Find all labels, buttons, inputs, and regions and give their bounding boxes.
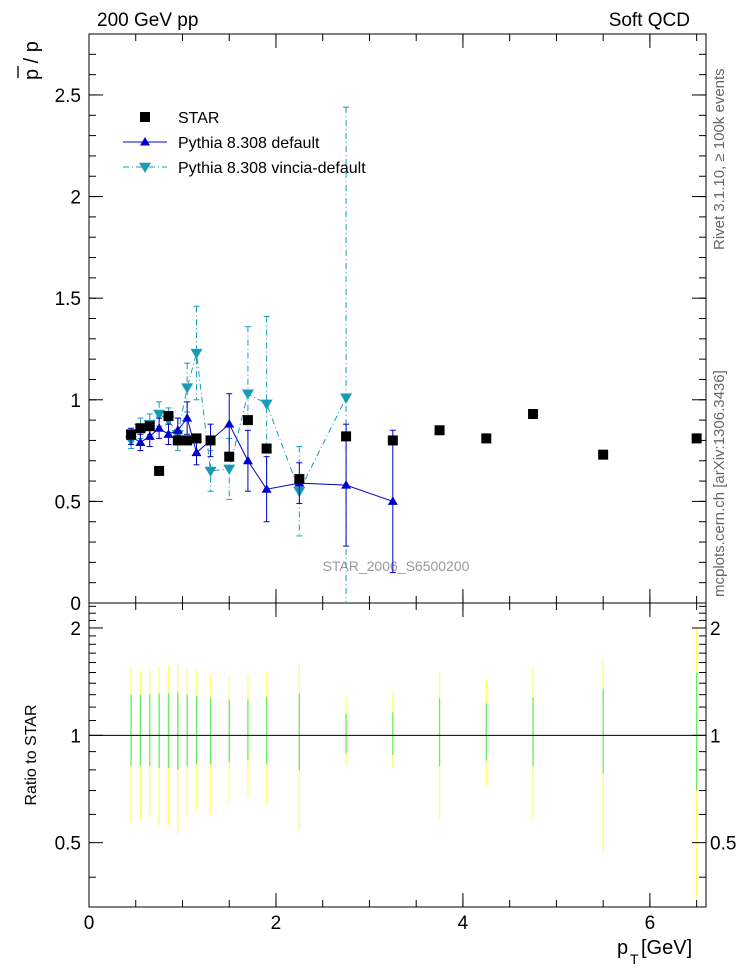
vincia-point [190, 348, 203, 360]
star-point [144, 421, 155, 432]
main-y-axis-label: p / p [17, 41, 43, 80]
vincia-point [340, 393, 353, 404]
star-point [294, 474, 305, 485]
main-y-tick-label: 2.5 [55, 86, 81, 107]
pythia-point [144, 431, 155, 440]
star-point [182, 435, 193, 446]
vincia-point [204, 466, 217, 477]
ratio-y-axis-label: Ratio to STAR [23, 704, 40, 805]
star-point [691, 433, 702, 444]
header-left-label: 200 GeV pp [97, 10, 198, 31]
mcplots-label: mcplots.cern.ch [arXiv:1306.3436] [711, 370, 728, 597]
ratio-y-tick-label: 1 [70, 726, 81, 747]
ratio-uncertainty-bands [89, 627, 706, 898]
pythia-point [242, 455, 253, 465]
star-point [341, 431, 352, 442]
pythia-point [341, 480, 352, 489]
analysis-watermark: STAR_2006_S6500200 [323, 558, 470, 574]
x-tick-label: 0 [84, 913, 95, 934]
legend-entry-label: STAR [178, 110, 219, 127]
pythia-point [172, 425, 183, 434]
legend-vincia-marker [139, 162, 151, 173]
ratio-axis-ticks: 0.5 0.5 1 1 2 2 0 2 4 6 [55, 603, 736, 934]
star-point [261, 443, 272, 454]
star-point [481, 433, 492, 444]
vincia-point [181, 383, 194, 394]
pythia-line [130, 416, 393, 502]
pythia-point [135, 437, 146, 446]
star-point [135, 423, 146, 434]
legend-entry-label: Pythia 8.308 default [178, 135, 320, 152]
ratio-plot-frame [88, 602, 707, 908]
legend-entry-label: Pythia 8.308 vincia-default [178, 160, 366, 177]
vincia-point [153, 409, 166, 421]
legend-star-marker [140, 112, 150, 122]
main-y-axis-label-text: p / p [21, 41, 43, 80]
x-axis-label-subscript: T [630, 951, 639, 967]
star-point [242, 415, 253, 426]
x-tick-label: 4 [458, 913, 469, 934]
pythia-point [154, 423, 165, 432]
x-tick-label: 2 [271, 913, 282, 934]
vincia-point [260, 399, 273, 410]
header-right-label: Soft QCD [609, 10, 690, 31]
star-point [434, 425, 445, 436]
vincia-point [241, 389, 254, 400]
star-point [205, 435, 216, 446]
series-star [126, 409, 702, 485]
main-y-tick-label: 0 [70, 594, 81, 615]
ratio-y-tick-label-right: 2 [710, 619, 721, 640]
star-point [126, 429, 137, 440]
star-point [598, 449, 609, 460]
main-y-tick-label: 1 [70, 391, 81, 412]
main-y-tick-label: 0.5 [55, 492, 81, 513]
data-series [125, 106, 702, 603]
pythia-point [163, 429, 174, 438]
rivet-version-label: Rivet 3.1.10, ≥ 100k events [711, 68, 728, 250]
x-axis-label-unit: [GeV] [641, 937, 692, 959]
series-vincia [125, 106, 353, 603]
vincia-point [223, 464, 236, 475]
legend: STAR Pythia 8.308 default Pythia 8.308 vin… [123, 110, 366, 177]
ratio-y-tick-label: 2 [70, 619, 81, 640]
star-point [154, 465, 165, 476]
x-axis-label-main: p [617, 937, 628, 959]
pythia-point [261, 484, 272, 493]
star-point [387, 435, 398, 446]
star-point [163, 411, 174, 422]
main-y-tick-label: 1.5 [55, 289, 81, 310]
star-point [224, 451, 235, 462]
main-y-tick-label: 2 [70, 188, 81, 209]
pythia-point [182, 413, 193, 422]
ratio-y-tick-label-right: 0.5 [710, 834, 736, 855]
pythia-point [191, 447, 202, 457]
legend-pythia-marker [140, 137, 150, 146]
ratio-y-tick-label-right: 1 [710, 726, 721, 747]
star-point [191, 433, 202, 444]
star-point [172, 435, 183, 446]
x-tick-label: 6 [645, 913, 656, 934]
pythia-point [224, 419, 235, 428]
ratio-y-tick-label: 0.5 [55, 834, 81, 855]
star-point [528, 409, 539, 420]
pythia-point [387, 496, 398, 505]
main-axis-ticks: 0 0.5 1 1.5 2 2.5 [55, 33, 706, 615]
x-axis-label: p T [GeV] [617, 937, 692, 967]
